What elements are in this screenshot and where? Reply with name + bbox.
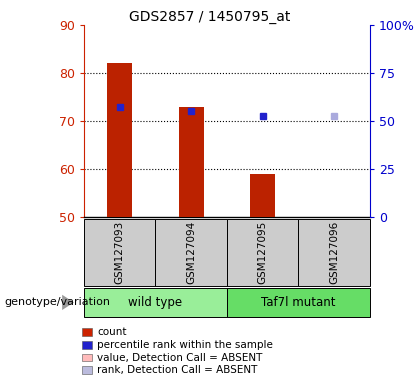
Bar (107, 63, 132, 217)
Text: wild type: wild type (129, 296, 182, 309)
Text: percentile rank within the sample: percentile rank within the sample (97, 340, 273, 350)
Text: GSM127093: GSM127093 (115, 221, 125, 284)
Text: GDS2857 / 1450795_at: GDS2857 / 1450795_at (129, 10, 291, 23)
Bar (178, 107, 204, 217)
Text: value, Detection Call = ABSENT: value, Detection Call = ABSENT (97, 353, 263, 362)
Text: genotype/variation: genotype/variation (4, 297, 110, 308)
Polygon shape (62, 295, 74, 310)
Text: GSM127095: GSM127095 (257, 221, 268, 284)
Text: rank, Detection Call = ABSENT: rank, Detection Call = ABSENT (97, 365, 258, 375)
Bar (250, 174, 275, 217)
Text: GSM127096: GSM127096 (329, 221, 339, 284)
Text: Taf7l mutant: Taf7l mutant (261, 296, 336, 309)
Text: count: count (97, 327, 127, 337)
Text: GSM127094: GSM127094 (186, 221, 196, 284)
